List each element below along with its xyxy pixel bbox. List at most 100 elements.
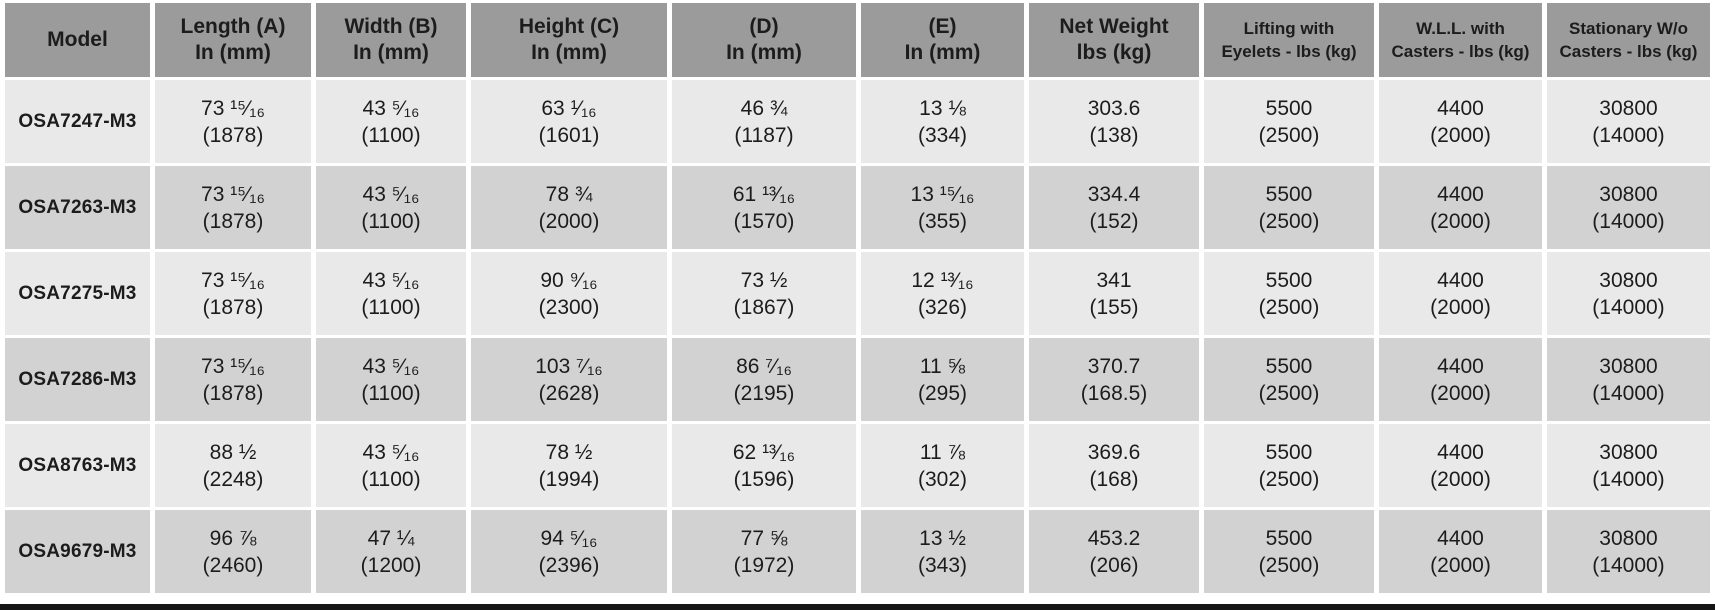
data-cell: 43 ⁵⁄₁₆ (1100) <box>316 80 466 163</box>
data-cell: 47 ¼ (1200) <box>316 510 466 593</box>
data-cell: 4400 (2000) <box>1379 252 1542 335</box>
data-cell: 11 ⅝ (295) <box>861 338 1024 421</box>
data-cell: 30800 (14000) <box>1547 252 1710 335</box>
spec-table: Model Length (A) In (mm) Width (B) In (mm) He… <box>5 3 1710 593</box>
data-cell: 30800 (14000) <box>1547 510 1710 593</box>
column-header-line2: Casters - lbs (kg) <box>1391 42 1530 61</box>
value-metric: (1100) <box>361 295 421 319</box>
data-cell: 86 ⁷⁄₁₆ (2195) <box>672 338 856 421</box>
table-header: Model Length (A) In (mm) Width (B) In (mm) He… <box>5 3 1710 77</box>
column-header-line1: Model <box>47 28 108 51</box>
model-cell: OSA7247-M3 <box>5 80 150 163</box>
column-header-line2: lbs (kg) <box>1076 41 1152 64</box>
data-cell: 61 ¹³⁄₁₆ (1570) <box>672 166 856 249</box>
column-header-0: Model <box>5 3 150 77</box>
value-metric: (2396) <box>538 553 600 577</box>
column-header-line1: Stationary W/o <box>1568 19 1688 38</box>
model-cell: OSA7286-M3 <box>5 338 150 421</box>
column-header-line1: W.L.L. with <box>1416 19 1505 38</box>
value-metric: (1100) <box>361 123 421 147</box>
value-primary: 5500 <box>1265 96 1313 120</box>
value-metric: (355) <box>917 209 968 233</box>
data-cell: 43 ⁵⁄₁₆ (1100) <box>316 424 466 507</box>
column-header-line2: In (mm) <box>195 41 271 64</box>
column-header-line1: Height (C) <box>518 15 620 38</box>
value-metric: (14000) <box>1592 123 1665 147</box>
value-primary: 4400 <box>1437 182 1484 206</box>
table-row: OSA7275-M3 73 ¹⁵⁄₁₆ (1878) 43 ⁵⁄₁₆ (1100) 90 … <box>5 252 1710 335</box>
value-metric: (2500) <box>1258 381 1320 405</box>
table-row: OSA7247-M3 73 ¹⁵⁄₁₆ (1878) 43 ⁵⁄₁₆ (1100) 63 … <box>5 80 1710 163</box>
data-cell: 103 ⁷⁄₁₆ (2628) <box>471 338 667 421</box>
value-metric: (1601) <box>538 123 600 147</box>
data-cell: 30800 (14000) <box>1547 338 1710 421</box>
data-cell: 11 ⅞ (302) <box>861 424 1024 507</box>
value-primary: 4400 <box>1437 96 1484 120</box>
column-header-3: Height (C) In (mm) <box>471 3 667 77</box>
data-cell: 5500 (2500) <box>1204 80 1374 163</box>
value-metric: (1867) <box>733 295 795 319</box>
value-primary: 4400 <box>1437 440 1484 464</box>
data-cell: 46 ¾ (1187) <box>672 80 856 163</box>
data-cell: 30800 (14000) <box>1547 80 1710 163</box>
value-primary: 43 ⁵⁄₁₆ <box>362 440 420 464</box>
data-cell: 78 ¾ (2000) <box>471 166 667 249</box>
value-primary: 4400 <box>1437 354 1484 378</box>
value-metric: (14000) <box>1592 553 1665 577</box>
column-header-9: Stationary W/o Casters - lbs (kg) <box>1547 3 1710 77</box>
value-metric: (2500) <box>1258 209 1320 233</box>
value-metric: (1100) <box>361 381 421 405</box>
value-primary: 88 ½ <box>209 440 257 464</box>
value-primary: 334.4 <box>1087 182 1141 206</box>
data-cell: 334.4 (152) <box>1029 166 1199 249</box>
value-primary: 77 ⅝ <box>740 526 788 550</box>
column-header-line2: Eyelets - lbs (kg) <box>1221 42 1357 61</box>
data-cell: 369.6 (168) <box>1029 424 1199 507</box>
value-primary: 303.6 <box>1087 96 1141 120</box>
value-primary: 5500 <box>1265 354 1313 378</box>
value-primary: 78 ½ <box>545 440 593 464</box>
value-primary: 30800 <box>1599 96 1658 120</box>
data-cell: 96 ⅞ (2460) <box>155 510 311 593</box>
value-primary: 13 ⅛ <box>919 96 966 120</box>
value-primary: 86 ⁷⁄₁₆ <box>736 354 792 378</box>
value-primary: 11 ⅞ <box>919 440 966 464</box>
value-primary: 73 ¹⁵⁄₁₆ <box>201 354 265 378</box>
value-metric: (1878) <box>202 381 264 405</box>
value-metric: (2000) <box>1430 381 1491 405</box>
value-primary: 62 ¹³⁄₁₆ <box>732 440 796 464</box>
value-metric: (1570) <box>733 209 795 233</box>
value-primary: 43 ⁵⁄₁₆ <box>362 96 420 120</box>
data-cell: 77 ⅝ (1972) <box>672 510 856 593</box>
value-metric: (14000) <box>1592 381 1665 405</box>
value-primary: 5500 <box>1265 182 1313 206</box>
column-header-line1: Net Weight <box>1059 15 1169 38</box>
value-metric: (206) <box>1089 553 1139 577</box>
data-cell: 78 ½ (1994) <box>471 424 667 507</box>
value-primary: 30800 <box>1599 268 1658 292</box>
data-cell: 13 ½ (343) <box>861 510 1024 593</box>
data-cell: 4400 (2000) <box>1379 166 1542 249</box>
value-metric: (2500) <box>1258 467 1320 491</box>
value-primary: 73 ¹⁵⁄₁₆ <box>201 268 265 292</box>
value-metric: (14000) <box>1592 209 1665 233</box>
value-metric: (155) <box>1089 295 1139 319</box>
column-header-4: (D) In (mm) <box>672 3 856 77</box>
column-header-2: Width (B) In (mm) <box>316 3 466 77</box>
value-primary: 11 ⅝ <box>919 354 966 378</box>
value-metric: (2628) <box>538 381 600 405</box>
data-cell: 73 ¹⁵⁄₁₆ (1878) <box>155 338 311 421</box>
table-body: OSA7247-M3 73 ¹⁵⁄₁₆ (1878) 43 ⁵⁄₁₆ (1100) 63 … <box>5 80 1710 593</box>
data-cell: 5500 (2500) <box>1204 338 1374 421</box>
value-primary: 341 <box>1096 268 1132 292</box>
data-cell: 73 ¹⁵⁄₁₆ (1878) <box>155 80 311 163</box>
data-cell: 62 ¹³⁄₁₆ (1596) <box>672 424 856 507</box>
value-metric: (2000) <box>1430 553 1491 577</box>
value-metric: (168) <box>1089 467 1139 491</box>
data-cell: 4400 (2000) <box>1379 80 1542 163</box>
data-cell: 73 ¹⁵⁄₁₆ (1878) <box>155 166 311 249</box>
value-primary: 5500 <box>1265 526 1313 550</box>
value-primary: 43 ⁵⁄₁₆ <box>362 268 420 292</box>
value-metric: (1972) <box>733 553 795 577</box>
value-primary: 13 ½ <box>919 526 966 550</box>
